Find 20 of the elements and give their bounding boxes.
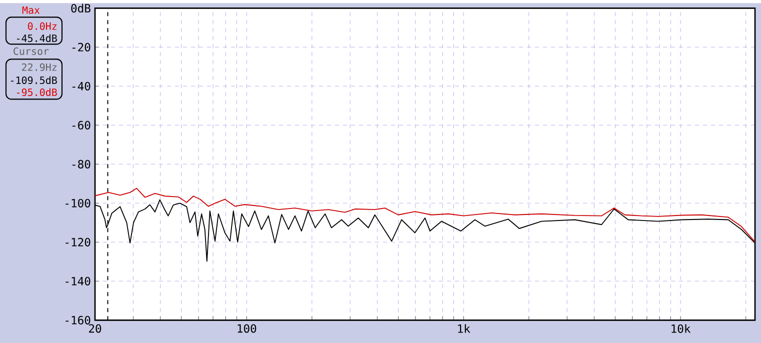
x-tick-label: 100	[238, 324, 256, 333]
y-tick-label: -40	[72, 82, 90, 90]
text: 0.0Hz	[28, 22, 56, 30]
y-tick-label: -20	[72, 42, 90, 52]
text: Cursor	[14, 47, 49, 55]
y-tick-label: -120	[66, 238, 90, 246]
text: -109.5dB	[10, 76, 57, 84]
text: 22.9Hz	[22, 63, 56, 71]
y-tick-label: 0dB	[71, 4, 90, 12]
text: Max	[22, 6, 40, 14]
y-tick-label: -140	[66, 276, 90, 286]
y-tick-label: -80	[72, 160, 90, 168]
y-tick-label: -60	[72, 120, 90, 130]
x-tick-label: 1k	[458, 324, 470, 333]
y-tick-label: -160	[66, 316, 90, 324]
x-tick-label: 20	[89, 324, 102, 333]
text: -45.4dB	[16, 34, 57, 42]
y-tick-label: -100	[66, 198, 90, 208]
text: -95.0dB	[16, 88, 57, 96]
x-tick-label: 10k	[672, 324, 691, 333]
